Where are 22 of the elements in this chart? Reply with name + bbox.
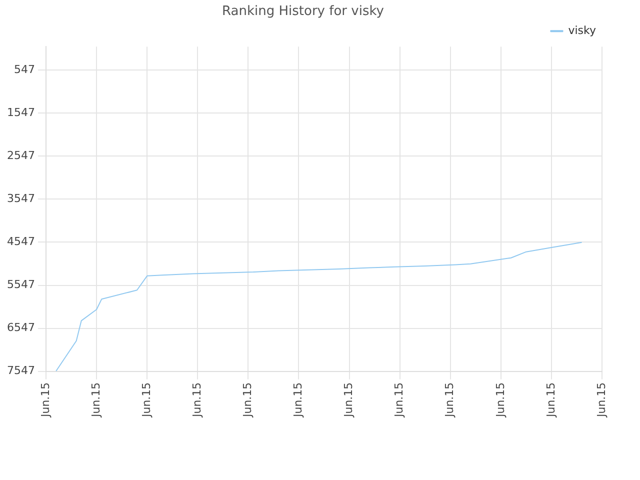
x-tick-label: Jun.15 (443, 382, 456, 418)
y-tick-label: 6547 (6, 321, 35, 334)
y-tick-label: 3547 (6, 192, 35, 206)
x-tick-label: Jun.15 (38, 382, 52, 418)
x-tick-label: Jun.15 (392, 382, 406, 418)
x-tick-label: Jun.15 (190, 382, 204, 418)
legend-label: visky (568, 24, 596, 37)
chart-title: Ranking History for visky (222, 4, 384, 20)
y-tick-label: 2547 (6, 149, 35, 162)
y-tick-label: 5547 (6, 278, 35, 292)
x-tick-label: Jun.15 (89, 382, 102, 418)
x-tick-label: Jun.15 (594, 382, 608, 418)
y-tick-label: 547 (14, 62, 35, 76)
y-tick-label: 7547 (6, 364, 35, 378)
x-tick-label: Jun.15 (494, 382, 507, 418)
y-tick-label: 4547 (6, 235, 35, 248)
x-tick-label: Jun.15 (140, 382, 153, 418)
y-tick-label: 1547 (6, 106, 35, 120)
x-tick-label: Jun.15 (342, 382, 356, 418)
x-tick-label: Jun.15 (544, 382, 558, 418)
x-tick-label: Jun.15 (241, 382, 254, 418)
x-tick-label: Jun.15 (292, 382, 305, 418)
